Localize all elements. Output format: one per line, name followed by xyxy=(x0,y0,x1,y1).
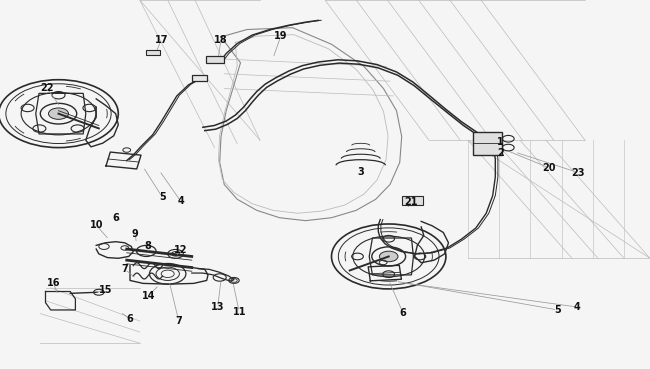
Text: 15: 15 xyxy=(99,284,112,295)
Circle shape xyxy=(49,108,68,119)
FancyBboxPatch shape xyxy=(473,132,502,155)
Text: 18: 18 xyxy=(214,35,227,45)
Text: 6: 6 xyxy=(400,308,406,318)
Text: 16: 16 xyxy=(47,278,60,289)
Circle shape xyxy=(380,251,398,262)
Text: 12: 12 xyxy=(174,245,187,255)
Text: 23: 23 xyxy=(572,168,585,178)
Text: 10: 10 xyxy=(90,220,103,230)
Text: 9: 9 xyxy=(132,229,138,239)
FancyBboxPatch shape xyxy=(192,75,207,81)
Text: 5: 5 xyxy=(554,305,561,315)
Text: 1: 1 xyxy=(497,137,504,147)
Text: 19: 19 xyxy=(274,31,287,41)
Text: 6: 6 xyxy=(127,314,133,324)
Text: 7: 7 xyxy=(122,264,128,275)
Text: 20: 20 xyxy=(543,163,556,173)
Text: 13: 13 xyxy=(211,302,224,312)
Text: 2: 2 xyxy=(497,148,504,158)
Text: 6: 6 xyxy=(112,213,119,223)
FancyBboxPatch shape xyxy=(206,56,224,63)
Text: 4: 4 xyxy=(177,196,184,206)
Text: 21: 21 xyxy=(404,197,417,207)
Text: 17: 17 xyxy=(155,35,168,45)
Text: 7: 7 xyxy=(176,316,182,326)
FancyBboxPatch shape xyxy=(146,50,160,55)
Text: 5: 5 xyxy=(159,192,166,203)
Text: 14: 14 xyxy=(142,291,155,301)
Text: 22: 22 xyxy=(40,83,53,93)
FancyBboxPatch shape xyxy=(402,196,423,205)
Text: 4: 4 xyxy=(574,302,580,312)
Text: 11: 11 xyxy=(233,307,246,317)
Text: 8: 8 xyxy=(145,241,151,252)
Text: 3: 3 xyxy=(358,166,364,177)
